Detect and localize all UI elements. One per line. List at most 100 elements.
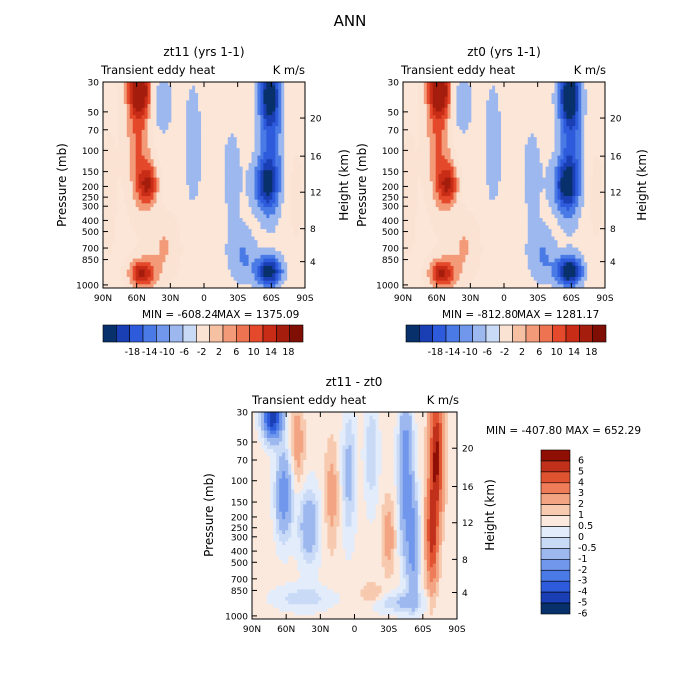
field-cell — [293, 199, 297, 204]
field-cell — [248, 225, 253, 230]
field-cell — [198, 140, 202, 146]
field-cell — [221, 225, 226, 230]
field-cell — [230, 122, 235, 127]
field-cell — [189, 284, 193, 288]
field-cell — [162, 232, 166, 238]
field-cell — [138, 284, 143, 288]
field-cell — [195, 269, 199, 274]
field-cell — [545, 137, 550, 142]
field-cell — [429, 96, 434, 101]
field-cell — [590, 137, 594, 142]
field-cell — [159, 207, 164, 212]
field-cell — [474, 137, 478, 142]
field-cell — [299, 162, 303, 168]
field-cell — [141, 258, 146, 263]
field-cell — [195, 82, 199, 87]
field-cell — [483, 133, 487, 138]
field-cell — [180, 104, 184, 109]
field-cell — [215, 185, 220, 190]
field-cell — [260, 229, 265, 234]
field-cell — [114, 104, 119, 109]
field-cell — [483, 115, 487, 120]
field-cell — [287, 155, 291, 160]
field-cell — [123, 192, 128, 197]
field-cell — [189, 207, 193, 212]
field-cell — [602, 118, 605, 124]
field-cell — [150, 273, 155, 278]
field-cell — [498, 111, 502, 116]
field-cell — [236, 151, 241, 157]
field-cell — [195, 214, 199, 219]
field-cell — [281, 196, 285, 201]
field-cell — [138, 148, 143, 153]
field-cell — [420, 115, 425, 120]
field-cell — [515, 100, 520, 105]
field-cell — [504, 133, 508, 138]
field-cell — [578, 118, 582, 124]
field-cell — [515, 115, 520, 120]
field-cell — [450, 133, 455, 138]
field-cell — [284, 159, 288, 164]
field-cell — [405, 82, 410, 87]
field-cell — [272, 225, 276, 230]
field-cell — [251, 100, 256, 105]
field-cell — [126, 162, 131, 168]
field-cell — [129, 269, 134, 274]
field-cell — [206, 155, 211, 160]
field-cell — [165, 221, 169, 227]
field-cell — [275, 159, 279, 164]
field-cell — [105, 236, 110, 241]
field-cell — [111, 111, 116, 116]
field-cell — [230, 225, 235, 230]
field-cell — [269, 218, 273, 223]
field-cell — [215, 258, 220, 263]
field-cell — [236, 199, 241, 204]
field-cell — [224, 203, 229, 208]
field-cell — [545, 85, 550, 90]
field-cell — [218, 262, 223, 267]
field-cell — [132, 258, 137, 263]
field-cell — [414, 82, 419, 87]
field-cell — [272, 115, 276, 120]
field-cell — [263, 188, 267, 193]
field-cell — [293, 203, 297, 208]
field-cell — [111, 122, 116, 127]
field-cell — [221, 210, 226, 216]
field-cell — [180, 225, 184, 230]
field-cell — [290, 118, 294, 124]
field-cell — [432, 137, 437, 142]
field-cell — [263, 232, 267, 238]
field-cell — [147, 258, 152, 263]
field-cell — [114, 196, 119, 201]
field-cell — [269, 148, 273, 153]
field-cell — [117, 100, 122, 105]
field-cell — [426, 126, 431, 131]
field-cell — [498, 82, 502, 87]
field-cell — [212, 93, 217, 98]
field-cell — [189, 196, 193, 201]
field-cell — [251, 199, 256, 204]
field-cell — [293, 159, 297, 164]
field-cell — [165, 82, 169, 87]
field-cell — [212, 177, 217, 182]
field-cell — [201, 251, 205, 256]
field-cell — [120, 93, 125, 98]
field-cell — [435, 115, 440, 120]
field-cell — [257, 276, 262, 282]
field-cell — [542, 89, 547, 94]
field-cell — [242, 199, 247, 204]
field-cell — [218, 236, 223, 241]
field-cell — [218, 192, 223, 197]
field-cell — [557, 89, 562, 94]
field-cell — [492, 118, 496, 124]
field-cell — [126, 192, 131, 197]
field-cell — [230, 126, 235, 131]
field-cell — [456, 107, 461, 113]
field-cell — [266, 276, 270, 282]
field-cell — [111, 210, 116, 216]
field-cell — [245, 229, 250, 234]
field-cell — [275, 104, 279, 109]
field-cell — [168, 269, 172, 274]
field-cell — [230, 137, 235, 142]
field-cell — [581, 85, 585, 90]
